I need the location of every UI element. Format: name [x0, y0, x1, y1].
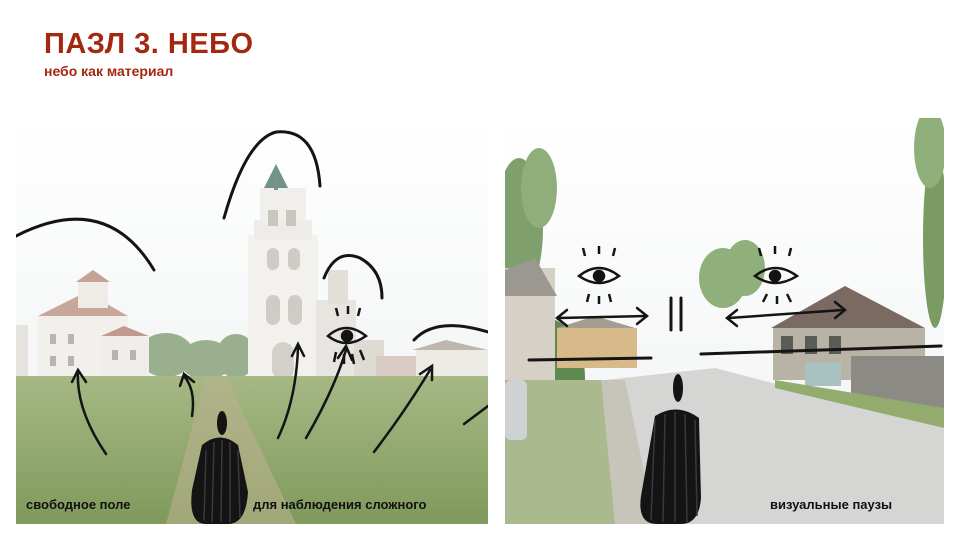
verge-left [505, 380, 625, 524]
caption-open-field: свободное поле [26, 497, 131, 512]
verge-right [775, 380, 944, 428]
view-arrows [70, 341, 488, 456]
caption-visual-pauses: визуальные паузы [770, 497, 893, 512]
person-hatching [203, 439, 241, 523]
view-arrows [554, 300, 848, 328]
monastery-building [16, 270, 149, 384]
left-house [505, 258, 637, 398]
caption-observation: для наблюдения сложного [253, 497, 427, 512]
horizon-lines [527, 344, 943, 362]
parked-car [505, 380, 527, 440]
person-hatching [650, 412, 698, 523]
eye-symbol [326, 306, 369, 365]
eye-symbol-left [576, 246, 622, 304]
sky-arcs [16, 130, 488, 342]
pause-marks [669, 296, 683, 332]
sidewalk [601, 380, 655, 524]
eye-symbol-right [752, 246, 800, 304]
slide-subtitle: небо как материал [44, 63, 174, 79]
photo-street [505, 118, 944, 524]
slide-title: ПАЗЛ 3. НЕБО [44, 28, 254, 60]
photo-open-field [16, 120, 488, 524]
trees-mid [699, 118, 944, 328]
